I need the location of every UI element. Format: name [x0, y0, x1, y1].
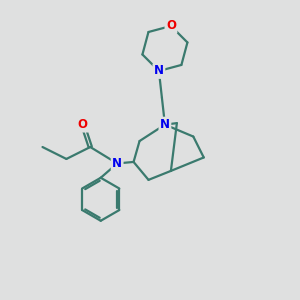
Text: O: O: [166, 20, 176, 32]
Text: O: O: [78, 118, 88, 131]
Text: N: N: [160, 118, 170, 131]
Text: N: N: [154, 64, 164, 77]
Text: N: N: [112, 157, 122, 170]
